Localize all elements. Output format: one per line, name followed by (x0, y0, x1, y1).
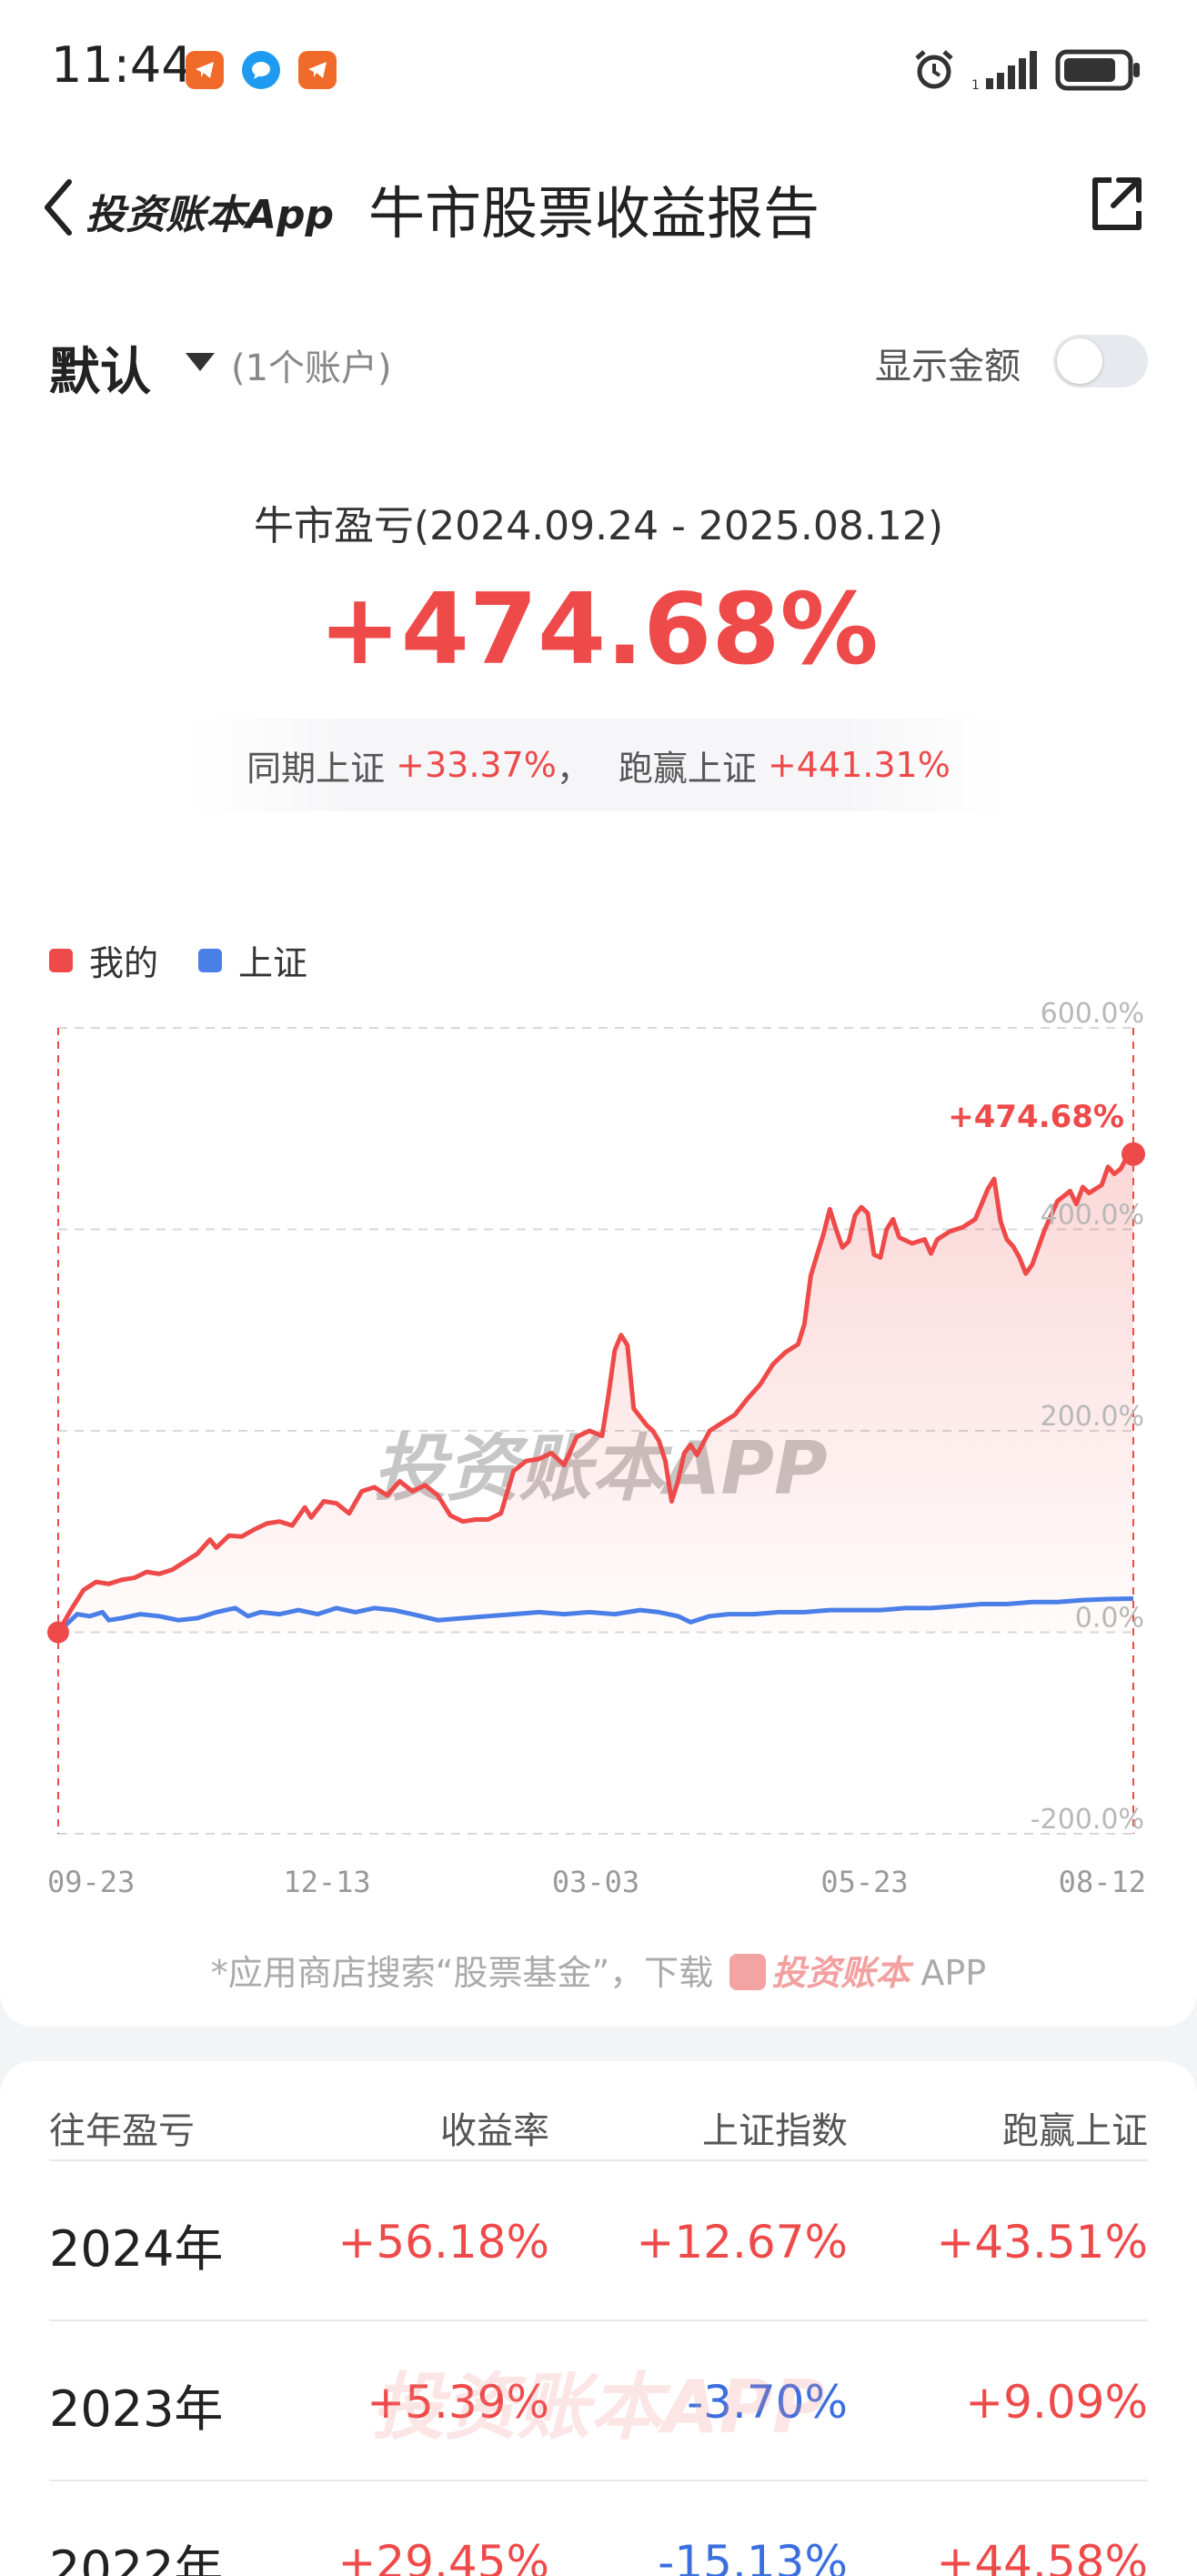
row-year: 2024年 (49, 2220, 224, 2278)
table-row: 2024年 +56.18% +12.67% +43.51% (49, 2159, 1148, 2319)
show-amount-toggle[interactable] (1053, 335, 1148, 387)
footnote-brand: 投资账本 (771, 1953, 910, 1993)
header-beat: 跑赢上证 (1002, 2110, 1148, 2152)
back-button[interactable] (40, 176, 76, 242)
battery-icon (1055, 47, 1142, 96)
dropdown-arrow-icon[interactable] (184, 351, 216, 377)
legend-label-mine: 我的 (89, 943, 159, 983)
legend-label-index: 上证 (238, 943, 308, 983)
header-index: 上证指数 (702, 2110, 848, 2152)
back-label[interactable]: 投资账本App (86, 192, 335, 238)
row-return: +5.39% (367, 2376, 549, 2429)
row-index: +12.67% (636, 2216, 848, 2269)
chat-notification-icon (242, 51, 280, 89)
telegram-notification-icon (298, 51, 337, 89)
index-label: 同期上证 (246, 748, 386, 789)
row-beat: +9.09% (965, 2376, 1148, 2429)
status-time: 11:44 (51, 36, 193, 94)
page-title: 牛市股票收益报告 (368, 180, 820, 247)
mine-area (58, 1153, 1133, 1633)
network-label: 1 (971, 78, 980, 91)
header-return: 收益率 (440, 2110, 549, 2152)
beat-value: +441.31% (767, 745, 951, 785)
legend-swatch-index (198, 948, 223, 972)
index-value: +33.37% (396, 745, 557, 785)
legend-swatch-mine (49, 948, 73, 972)
y-tick-label: -200.0% (1031, 1804, 1144, 1836)
telegram-notification-icon (186, 51, 224, 89)
x-tick-label: 08-12 (1059, 1865, 1146, 1899)
row-return: +56.18% (337, 2216, 549, 2269)
show-amount-label: 显示金额 (875, 346, 1021, 387)
report-card: 默认 (1个账户) 显示金额 牛市盈亏(2024.09.24 - 2025.08… (0, 273, 1197, 2027)
index-series-line (56, 1596, 1134, 1635)
end-point (1122, 1142, 1145, 1166)
footnote-suffix: APP (920, 1953, 987, 1993)
row-beat: +44.58% (936, 2536, 1148, 2576)
table-watermark: 投资账本APP (371, 2365, 826, 2450)
y-tick-label: 600.0% (1041, 998, 1144, 1030)
status-bar: 11:44 1 (0, 0, 1197, 136)
table-row: 2022年 +29.45% -15.13% +44.58% (49, 2480, 1148, 2576)
header-year: 往年盈亏 (49, 2110, 195, 2152)
summary-value: +474.68% (318, 573, 879, 687)
x-tick-label: 09-23 (47, 1865, 135, 1899)
profit-chart: 投资账本APP 600.0%400.0%200.0%0.0%-200.0%09-… (47, 998, 1146, 1899)
row-year: 2022年 (49, 2541, 224, 2576)
row-index: -3.70% (687, 2376, 848, 2429)
row-return: +29.45% (337, 2536, 549, 2576)
separator: ， (556, 748, 591, 789)
mine-series-line (55, 1152, 1134, 1634)
y-tick-label: 0.0% (1075, 1603, 1144, 1635)
share-button[interactable] (1088, 173, 1146, 238)
app-logo-icon (729, 1954, 767, 1990)
toggle-knob (1057, 338, 1102, 384)
start-point (47, 1621, 69, 1644)
y-tick-label: 400.0% (1041, 1200, 1144, 1232)
chart-legend: 我的 上证 (49, 935, 307, 985)
x-tick-label: 05-23 (820, 1865, 908, 1899)
nav-bar: 投资账本App 牛市股票收益报告 (0, 136, 1197, 273)
summary-title: 牛市盈亏(2024.09.24 - 2025.08.12) (253, 503, 944, 549)
yearly-table: 往年盈亏 收益率 上证指数 跑赢上证 2024年 +56.18% +12.67% +4… (0, 2061, 1197, 2576)
table-row: 2023年 +5.39% -3.70% +9.09% (49, 2319, 1148, 2480)
footnote: *应用商店搜索“股票基金”，下载 投资账本 APP (0, 1945, 1197, 1995)
share-icon (1092, 177, 1142, 230)
x-tick-label: 12-13 (283, 1865, 370, 1899)
footnote-prefix: *应用商店搜索“股票基金”，下载 (210, 1953, 714, 1993)
y-tick-label: 200.0% (1041, 1401, 1144, 1433)
account-count: (1个账户) (231, 347, 392, 389)
signal-icon: 1 (971, 51, 1041, 95)
row-index: -15.13% (658, 2536, 848, 2576)
comparison-strip: 同期上证 +33.37% ， 跑赢上证 +441.31% (191, 719, 1006, 811)
row-beat: +43.51% (936, 2216, 1148, 2269)
account-selector[interactable]: 默认 (49, 343, 151, 402)
end-value-label: +474.68% (948, 1099, 1124, 1135)
alarm-icon (911, 47, 957, 96)
row-year: 2023年 (49, 2380, 224, 2438)
beat-label: 跑赢上证 (618, 748, 757, 789)
x-tick-label: 03-03 (552, 1865, 639, 1899)
